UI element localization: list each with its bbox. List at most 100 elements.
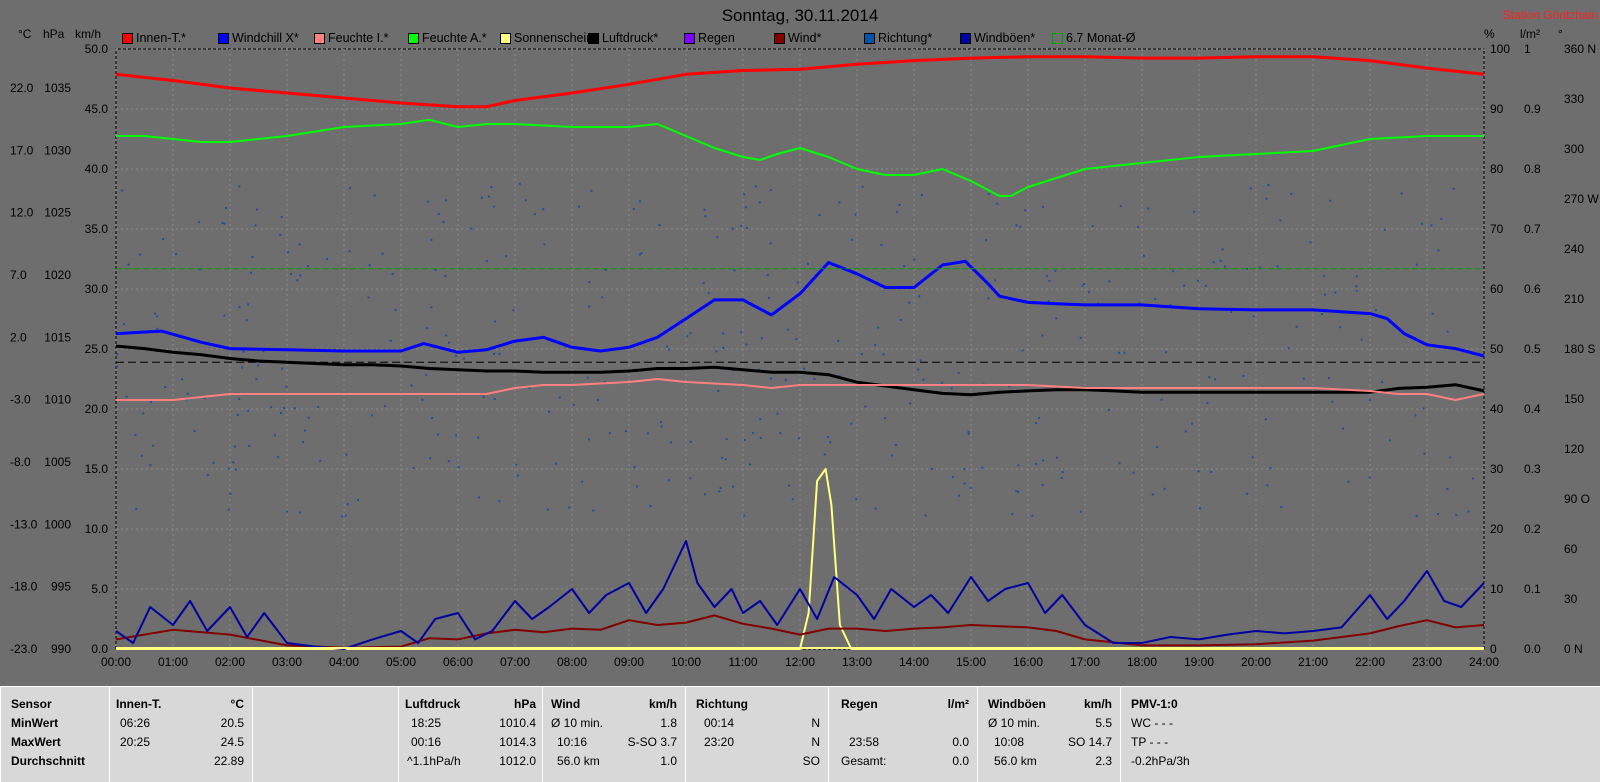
direction-point — [640, 252, 643, 255]
legend-label: Sonnenschein — [514, 31, 594, 45]
station-label: Station Göritzhain — [1502, 8, 1598, 22]
direction-point — [724, 458, 727, 461]
legend-item[interactable]: Sonnenschein — [500, 31, 593, 45]
legend-item[interactable]: Regen — [684, 31, 735, 45]
direction-point — [1160, 398, 1163, 401]
direction-point — [922, 378, 925, 381]
y-tick-direction: 240 — [1564, 242, 1584, 256]
y-tick-rain: 0.0 — [1524, 642, 1541, 656]
legend-item[interactable]: Feuchte I.* — [314, 31, 388, 45]
direction-point — [987, 193, 990, 196]
legend-item[interactable]: Luftdruck* — [588, 31, 658, 45]
legend-item[interactable]: Richtung* — [864, 31, 932, 45]
cell: N — [811, 735, 820, 749]
direction-point — [515, 463, 518, 466]
direction-point — [1011, 513, 1014, 516]
direction-point — [296, 279, 299, 282]
row-label-avg: Durchschnitt — [11, 754, 86, 768]
x-tick-label: 22:00 — [1355, 655, 1385, 669]
direction-point — [597, 398, 600, 401]
direction-point — [665, 345, 668, 348]
direction-point — [950, 387, 953, 390]
direction-point — [716, 236, 719, 239]
y-tick-direction: 90 O — [1564, 492, 1590, 506]
y-tick-humidity: 40 — [1490, 402, 1504, 416]
legend-item[interactable]: Innen-T.* — [122, 31, 186, 45]
direction-point — [894, 443, 897, 446]
direction-point — [659, 421, 662, 424]
y-tick-speed: 10.0 — [85, 522, 109, 536]
legend-item[interactable]: Feuchte A.* — [408, 31, 487, 45]
direction-point — [238, 306, 241, 309]
direction-point — [238, 185, 241, 188]
direction-point — [346, 503, 349, 506]
direction-point — [795, 338, 798, 341]
direction-point — [1087, 291, 1090, 294]
direction-point — [293, 407, 296, 410]
y-tick-humidity: 90 — [1490, 102, 1504, 116]
y-tick-rain: 0.3 — [1524, 462, 1541, 476]
direction-point — [633, 466, 636, 469]
y-tick-temp: -23.0 — [10, 642, 38, 656]
direction-point — [1329, 199, 1332, 202]
direction-point — [1355, 289, 1358, 292]
direction-point — [122, 323, 125, 326]
direction-point — [1331, 400, 1334, 403]
direction-point — [528, 386, 531, 389]
direction-point — [1081, 284, 1084, 287]
direction-point — [568, 506, 571, 509]
direction-point — [298, 511, 301, 514]
direction-point — [255, 378, 258, 381]
direction-point — [1252, 315, 1255, 318]
legend-item[interactable]: Wind* — [774, 31, 821, 45]
direction-point — [963, 482, 966, 485]
x-tick-label: 12:00 — [785, 655, 815, 669]
direction-point — [608, 432, 611, 435]
direction-point — [427, 200, 430, 203]
legend-label: Windchill X* — [232, 31, 299, 45]
direction-point — [357, 498, 360, 501]
direction-point — [1430, 224, 1433, 227]
y-tick-rain: 0.6 — [1524, 282, 1541, 296]
direction-point — [1452, 187, 1455, 190]
y-tick-direction: 30 — [1564, 592, 1578, 606]
legend-label: Innen-T.* — [136, 31, 187, 45]
direction-point — [121, 189, 124, 192]
direction-point — [125, 395, 128, 398]
direction-point — [1035, 463, 1038, 466]
direction-point — [1132, 471, 1135, 474]
legend-swatch — [500, 32, 511, 44]
direction-point — [326, 258, 329, 261]
x-tick-label: 05:00 — [386, 655, 416, 669]
direction-point — [632, 208, 635, 211]
direction-point — [1054, 269, 1057, 272]
legend-item[interactable]: Windchill X* — [218, 31, 299, 45]
direction-point — [373, 194, 376, 197]
direction-point — [127, 263, 130, 266]
direction-point — [1449, 456, 1452, 459]
y-tick-humidity: 20 — [1490, 522, 1504, 536]
legend-label: Regen — [698, 31, 735, 45]
chart-title: Sonntag, 30.11.2014 — [721, 6, 879, 25]
direction-point — [307, 416, 310, 419]
direction-point — [235, 468, 238, 471]
y-tick-direction: 180 S — [1564, 342, 1595, 356]
direction-point — [850, 238, 853, 241]
direction-point — [381, 252, 384, 255]
direction-point — [860, 353, 863, 356]
direction-point — [1437, 249, 1440, 252]
cell: 22.89 — [213, 754, 244, 768]
direction-point — [837, 339, 840, 342]
direction-point — [578, 205, 581, 208]
direction-point — [227, 508, 230, 511]
y-tick-temp: 2.0 — [10, 330, 27, 344]
direction-point — [149, 400, 152, 403]
direction-point — [1191, 422, 1194, 425]
direction-point — [1142, 254, 1145, 257]
direction-point — [769, 377, 772, 380]
direction-point — [854, 213, 857, 216]
legend-item[interactable]: Windböen* — [960, 31, 1035, 45]
direction-point — [262, 350, 265, 353]
legend-item[interactable]: 6.7 Monat-Ø — [1052, 31, 1135, 45]
y-tick-pressure: 1010 — [44, 393, 71, 407]
